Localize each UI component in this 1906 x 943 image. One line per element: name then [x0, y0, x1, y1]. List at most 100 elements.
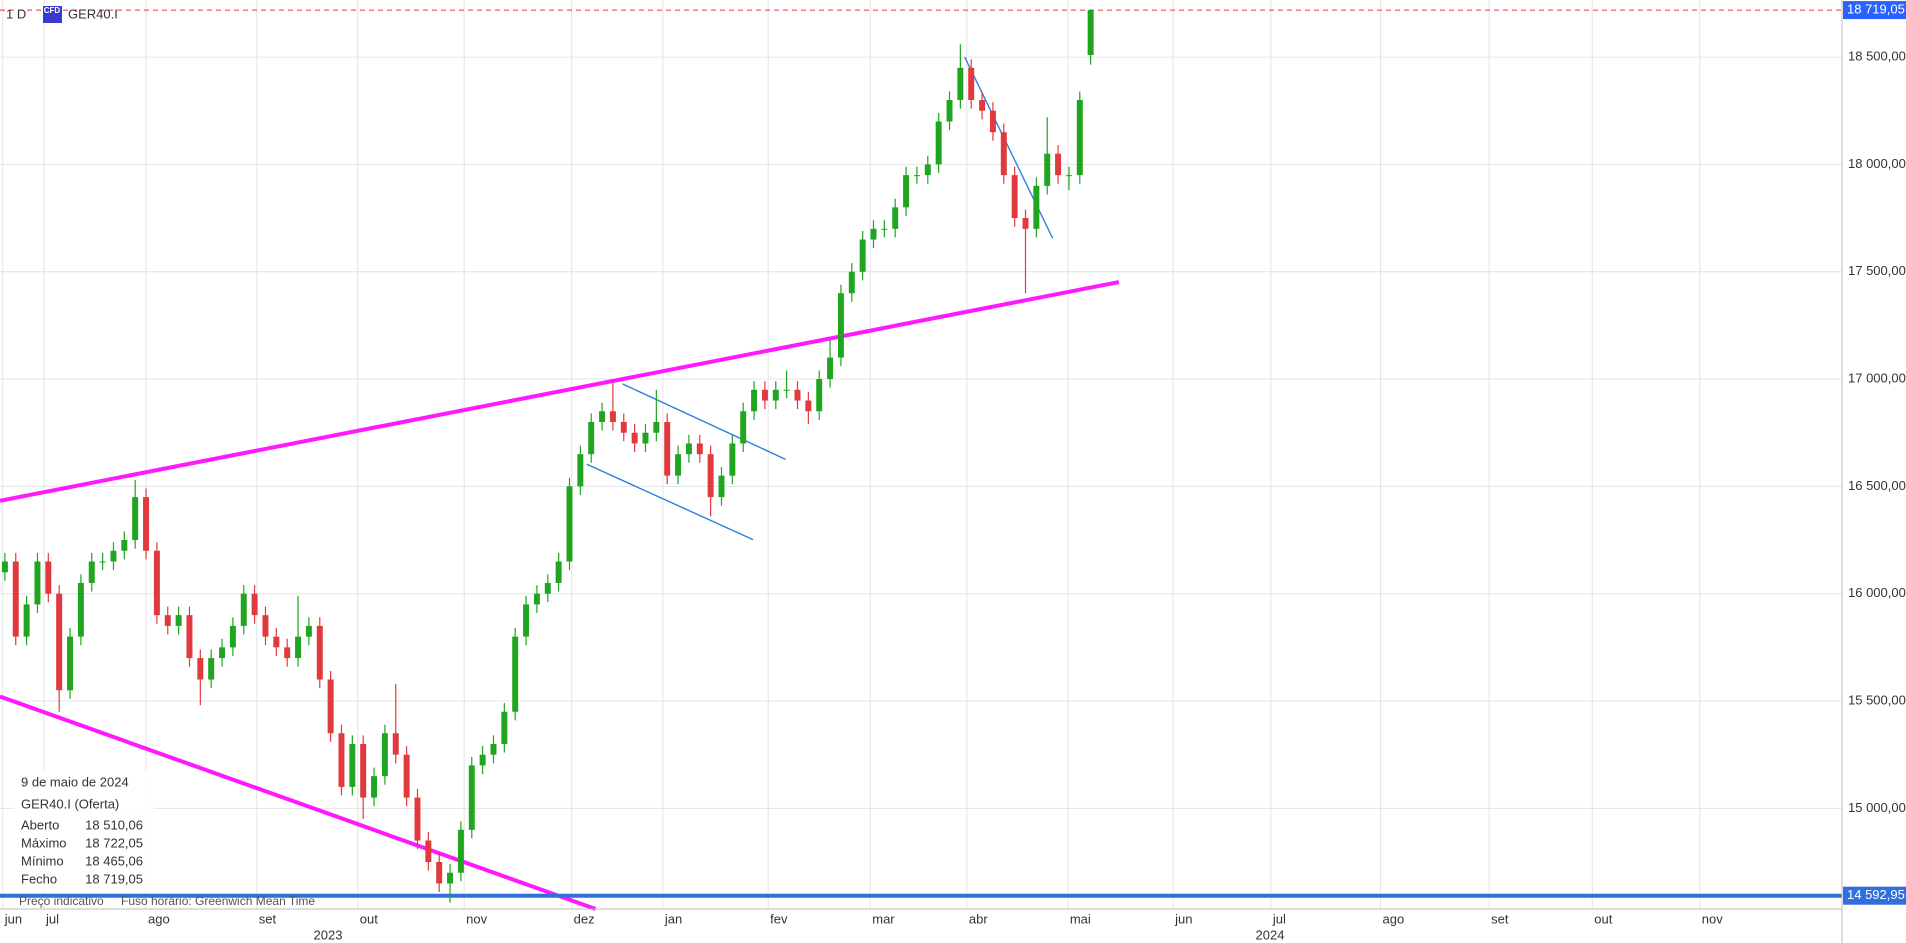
x-tick-label: mai [1070, 911, 1091, 926]
candle-body [403, 754, 410, 798]
candle-body [1055, 153, 1062, 176]
info-value: 18 722,05 [85, 835, 143, 850]
candle-body [1000, 132, 1007, 176]
candle-body [979, 100, 986, 111]
grid [0, 0, 1842, 909]
candle-body [23, 604, 30, 637]
candle-body [186, 615, 193, 659]
candle-body [175, 615, 182, 626]
candle-body [957, 67, 964, 101]
symbol: GER40.I [68, 6, 118, 21]
trend-line [622, 383, 786, 460]
candles [1, 9, 1094, 903]
footer-note: Fuso horário: Greenwich Mean Time [121, 894, 315, 908]
info-label: Aberto [21, 817, 59, 832]
y-tick-label: 18 500,00 [1848, 49, 1906, 64]
candle-body [566, 486, 573, 562]
candle-body [414, 797, 421, 841]
candle-body [675, 454, 682, 476]
candle-body [338, 733, 345, 787]
candle-body [219, 647, 226, 659]
x-tick-label: fev [770, 911, 788, 926]
candle-body [892, 207, 899, 229]
candle-body [284, 647, 291, 659]
candle-body [436, 861, 443, 884]
candle-body [827, 357, 834, 380]
candle-body [1044, 153, 1051, 186]
candle-body [349, 743, 356, 787]
candle-body [696, 443, 703, 455]
year-label: 2024 [1256, 927, 1285, 942]
candle-body [1033, 185, 1040, 229]
timeframe: 1 D [6, 6, 26, 21]
candle-body [273, 636, 280, 648]
candle-body [164, 615, 171, 626]
candle-body [371, 776, 378, 798]
y-tick-label: 15 500,00 [1848, 692, 1906, 707]
badge: CFD [44, 6, 61, 15]
x-tick-label: jul [45, 911, 59, 926]
price-label-box [1843, 886, 1906, 905]
y-tick-label: 15 000,00 [1848, 800, 1906, 815]
candle-body [989, 110, 996, 133]
candle-body [1, 561, 8, 573]
candle-body [208, 658, 215, 680]
info-label: Fecho [21, 871, 57, 886]
info-value: 18 465,06 [85, 853, 143, 868]
candle-body [599, 411, 606, 422]
candle-body [381, 733, 388, 777]
candle-body [653, 421, 660, 433]
candle-body [761, 389, 768, 401]
y-tick-label: 17 000,00 [1848, 370, 1906, 385]
candle-body [229, 625, 236, 648]
info-symbol: GER40.I (Oferta) [21, 796, 119, 811]
candle-body [457, 829, 464, 873]
candle-body [425, 840, 432, 862]
candle-body [848, 271, 855, 294]
candle-body [1065, 175, 1072, 177]
y-tick-label: 18 000,00 [1848, 156, 1906, 171]
info-label: Máximo [21, 835, 67, 850]
candle-body [772, 389, 779, 401]
candle-body [316, 625, 323, 680]
candle-body [881, 228, 888, 230]
trend-line [586, 463, 754, 541]
candle-body [447, 872, 454, 884]
candle-body [523, 604, 530, 637]
info-label: Mínimo [21, 853, 64, 868]
candle-body [197, 658, 204, 680]
candle-body [946, 100, 953, 122]
candle-body [132, 497, 139, 541]
candle-body [913, 175, 920, 177]
x-tick-label: out [360, 911, 378, 926]
candle-body [251, 593, 258, 616]
candle-body [262, 615, 269, 637]
candle-body [1087, 10, 1094, 55]
candle-body [685, 443, 692, 455]
candle-body [468, 765, 475, 830]
candle-body [121, 540, 128, 551]
price-label-box [1843, 1, 1906, 20]
price-label: 18 719,05 [1847, 2, 1905, 17]
x-tick-label: set [259, 911, 277, 926]
candle-body [12, 561, 19, 637]
candle-body [664, 421, 671, 476]
price-label: 14 592,95 [1847, 887, 1905, 902]
candle-body [588, 421, 595, 455]
trend-line [0, 694, 597, 911]
candle-body [1022, 218, 1029, 229]
candle-body [642, 432, 649, 444]
candle-body [490, 743, 497, 755]
candle-body [816, 379, 823, 412]
badge-icon [43, 6, 62, 23]
info-value: 18 719,05 [85, 871, 143, 886]
candle-body [837, 293, 844, 358]
candle-body [240, 593, 247, 626]
x-tick-label: ago [1383, 911, 1405, 926]
candle-body [77, 582, 84, 637]
candle-body [968, 67, 975, 101]
x-tick-label: mar [872, 911, 895, 926]
candle-body [67, 636, 74, 691]
candle-body [533, 593, 540, 605]
